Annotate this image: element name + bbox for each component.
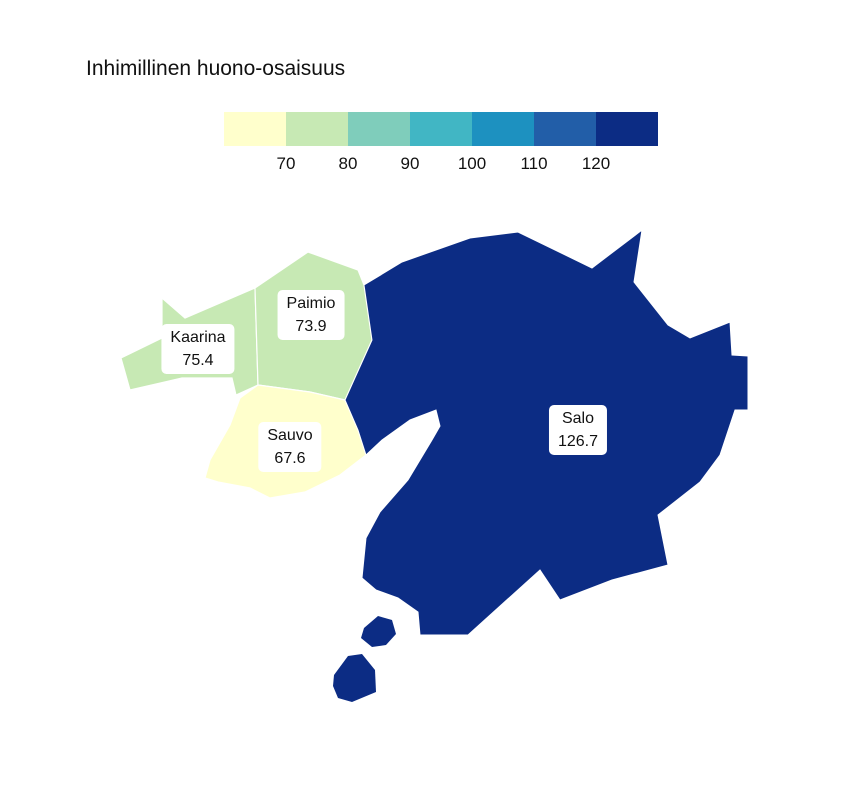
region-label-salo: Salo 126.7 (548, 405, 608, 455)
region-value: 67.6 (274, 450, 306, 467)
legend-swatch (596, 112, 658, 146)
legend-swatch (410, 112, 472, 146)
legend-tick: 70 (276, 154, 296, 173)
map-title: Inhimillinen huono-osaisuus (86, 57, 346, 80)
legend-swatch (224, 112, 286, 146)
region-name: Paimio (286, 295, 336, 312)
region-name: Kaarina (170, 329, 226, 346)
legend-swatch (286, 112, 348, 146)
legend-tick: 100 (457, 154, 487, 173)
legend-swatch (472, 112, 534, 146)
region-salo-island[interactable] (361, 616, 396, 647)
legend-tick: 90 (400, 154, 420, 173)
legend-tick: 80 (338, 154, 358, 173)
legend-tick: 110 (520, 154, 548, 173)
legend-ticks: 70 80 90 100 110 120 (224, 146, 658, 173)
legend-swatch (534, 112, 596, 146)
legend-tick: 120 (581, 154, 611, 173)
color-legend: 70 80 90 100 110 120 (224, 112, 658, 173)
region-salo-island[interactable] (333, 654, 376, 702)
region-label-kaarina: Kaarina 75.4 (161, 324, 235, 374)
legend-swatch (348, 112, 410, 146)
region-value: 73.9 (295, 318, 327, 335)
legend-swatches (224, 112, 658, 146)
region-value: 75.4 (182, 352, 214, 369)
region-name: Salo (561, 410, 595, 427)
region-value: 126.7 (557, 433, 599, 450)
region-label-paimio: Paimio 73.9 (277, 290, 345, 340)
region-salo[interactable] (344, 228, 749, 636)
region-name: Sauvo (267, 427, 313, 444)
region-label-sauvo: Sauvo 67.6 (258, 422, 322, 472)
